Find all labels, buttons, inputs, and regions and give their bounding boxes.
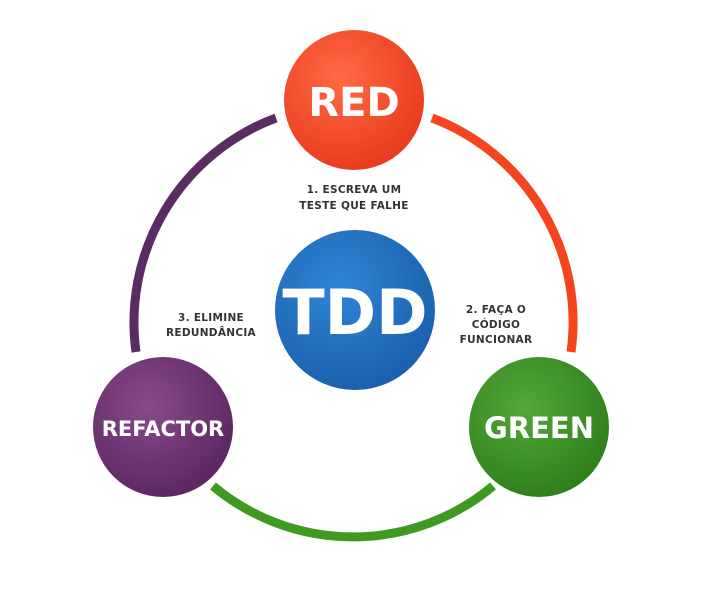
green-circle [469, 357, 609, 497]
tdd-circle [275, 230, 435, 390]
refactor-circle [93, 357, 233, 497]
step-3-text: 3. ELIMINE REDUNDÂNCIA [166, 312, 257, 339]
refactor-phase-node: REFACTOR [93, 357, 233, 497]
step-3-line-2: REDUNDÂNCIA [166, 326, 257, 339]
green-phase-node: GREEN [469, 357, 609, 497]
step-1-line-2: TESTE QUE FALHE [299, 200, 408, 212]
step-2-text: 2. FAÇA O CÓDIGO FUNCIONAR [460, 304, 533, 346]
green-label: GREEN [484, 411, 594, 445]
step-2-line-2: CÓDIGO [472, 318, 521, 331]
arc-green-to-refactor [210, 482, 496, 542]
tdd-label: TDD [282, 276, 427, 349]
arc-refactor-to-red [129, 113, 278, 353]
step-3-line-1: 3. ELIMINE [178, 312, 244, 324]
refactor-label: REFACTOR [102, 417, 224, 441]
red-circle [284, 30, 424, 170]
red-label: RED [308, 80, 399, 126]
arc-red-to-green [430, 113, 578, 353]
tdd-center-node: TDD [275, 230, 435, 390]
step-1-line-1: 1. ESCREVA UM [307, 184, 402, 196]
step-2-line-3: FUNCIONAR [460, 334, 533, 346]
step-2-line-1: 2. FAÇA O [466, 304, 526, 316]
step-1-text: 1. ESCREVA UM TESTE QUE FALHE [299, 184, 408, 212]
red-phase-node: RED [284, 30, 424, 170]
